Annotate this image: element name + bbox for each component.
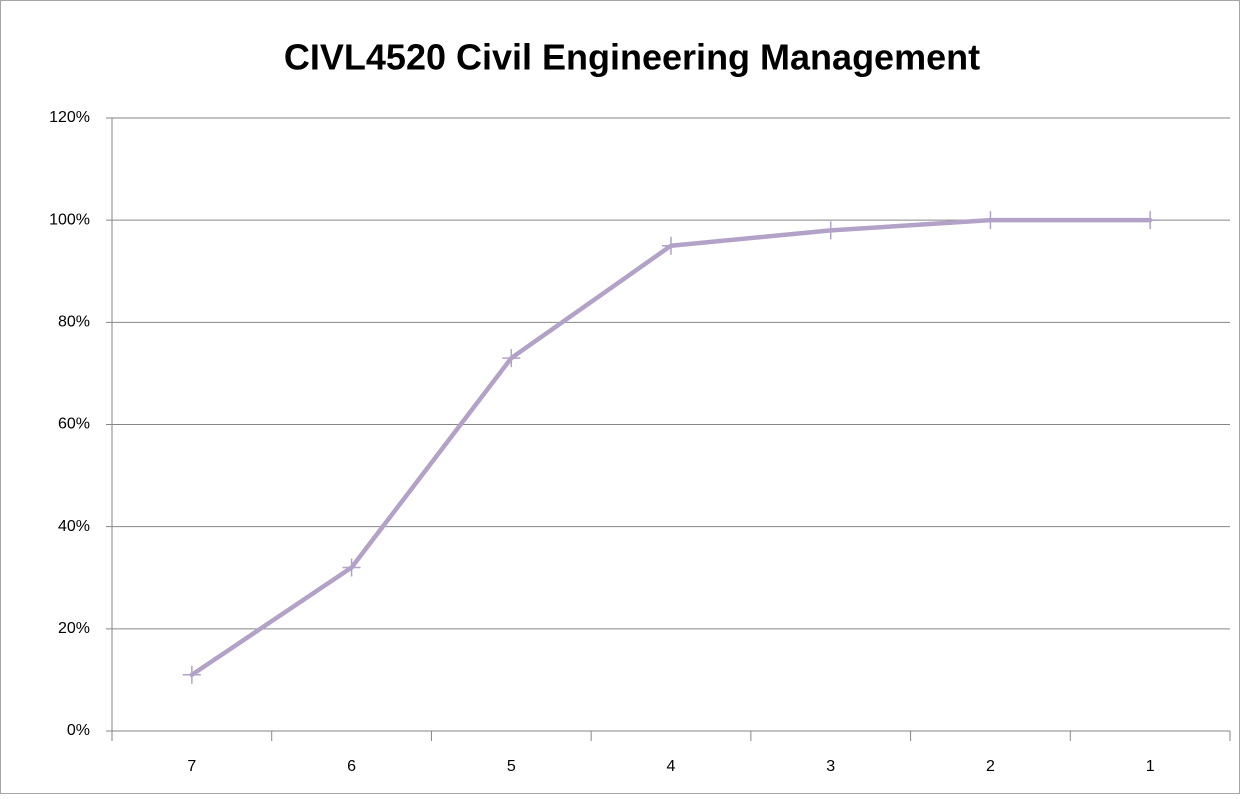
y-tick-label: 80% — [58, 314, 90, 331]
x-tick-label: 1 — [1146, 758, 1155, 775]
y-tick-label: 0% — [67, 722, 90, 739]
x-tick-label: 2 — [986, 758, 995, 775]
y-tick-label: 100% — [49, 211, 90, 228]
y-tick-label: 20% — [58, 620, 90, 637]
x-tick-label: 7 — [187, 758, 196, 775]
y-tick-label: 40% — [58, 518, 90, 535]
marker — [662, 236, 680, 255]
marker — [1141, 211, 1160, 230]
x-tick-label: 5 — [507, 758, 516, 775]
x-tick-label: 3 — [826, 758, 835, 775]
marker — [342, 558, 361, 577]
x-tick-label: 6 — [347, 758, 356, 775]
x-tick-label: 4 — [667, 758, 676, 775]
marker — [502, 349, 521, 368]
marker — [821, 221, 840, 240]
y-tick-label: 60% — [58, 416, 90, 433]
chart-title: CIVL4520 Civil Engineering Management — [284, 37, 980, 78]
marker — [182, 665, 201, 684]
y-tick-label: 120% — [49, 109, 90, 126]
marker — [981, 211, 1000, 230]
